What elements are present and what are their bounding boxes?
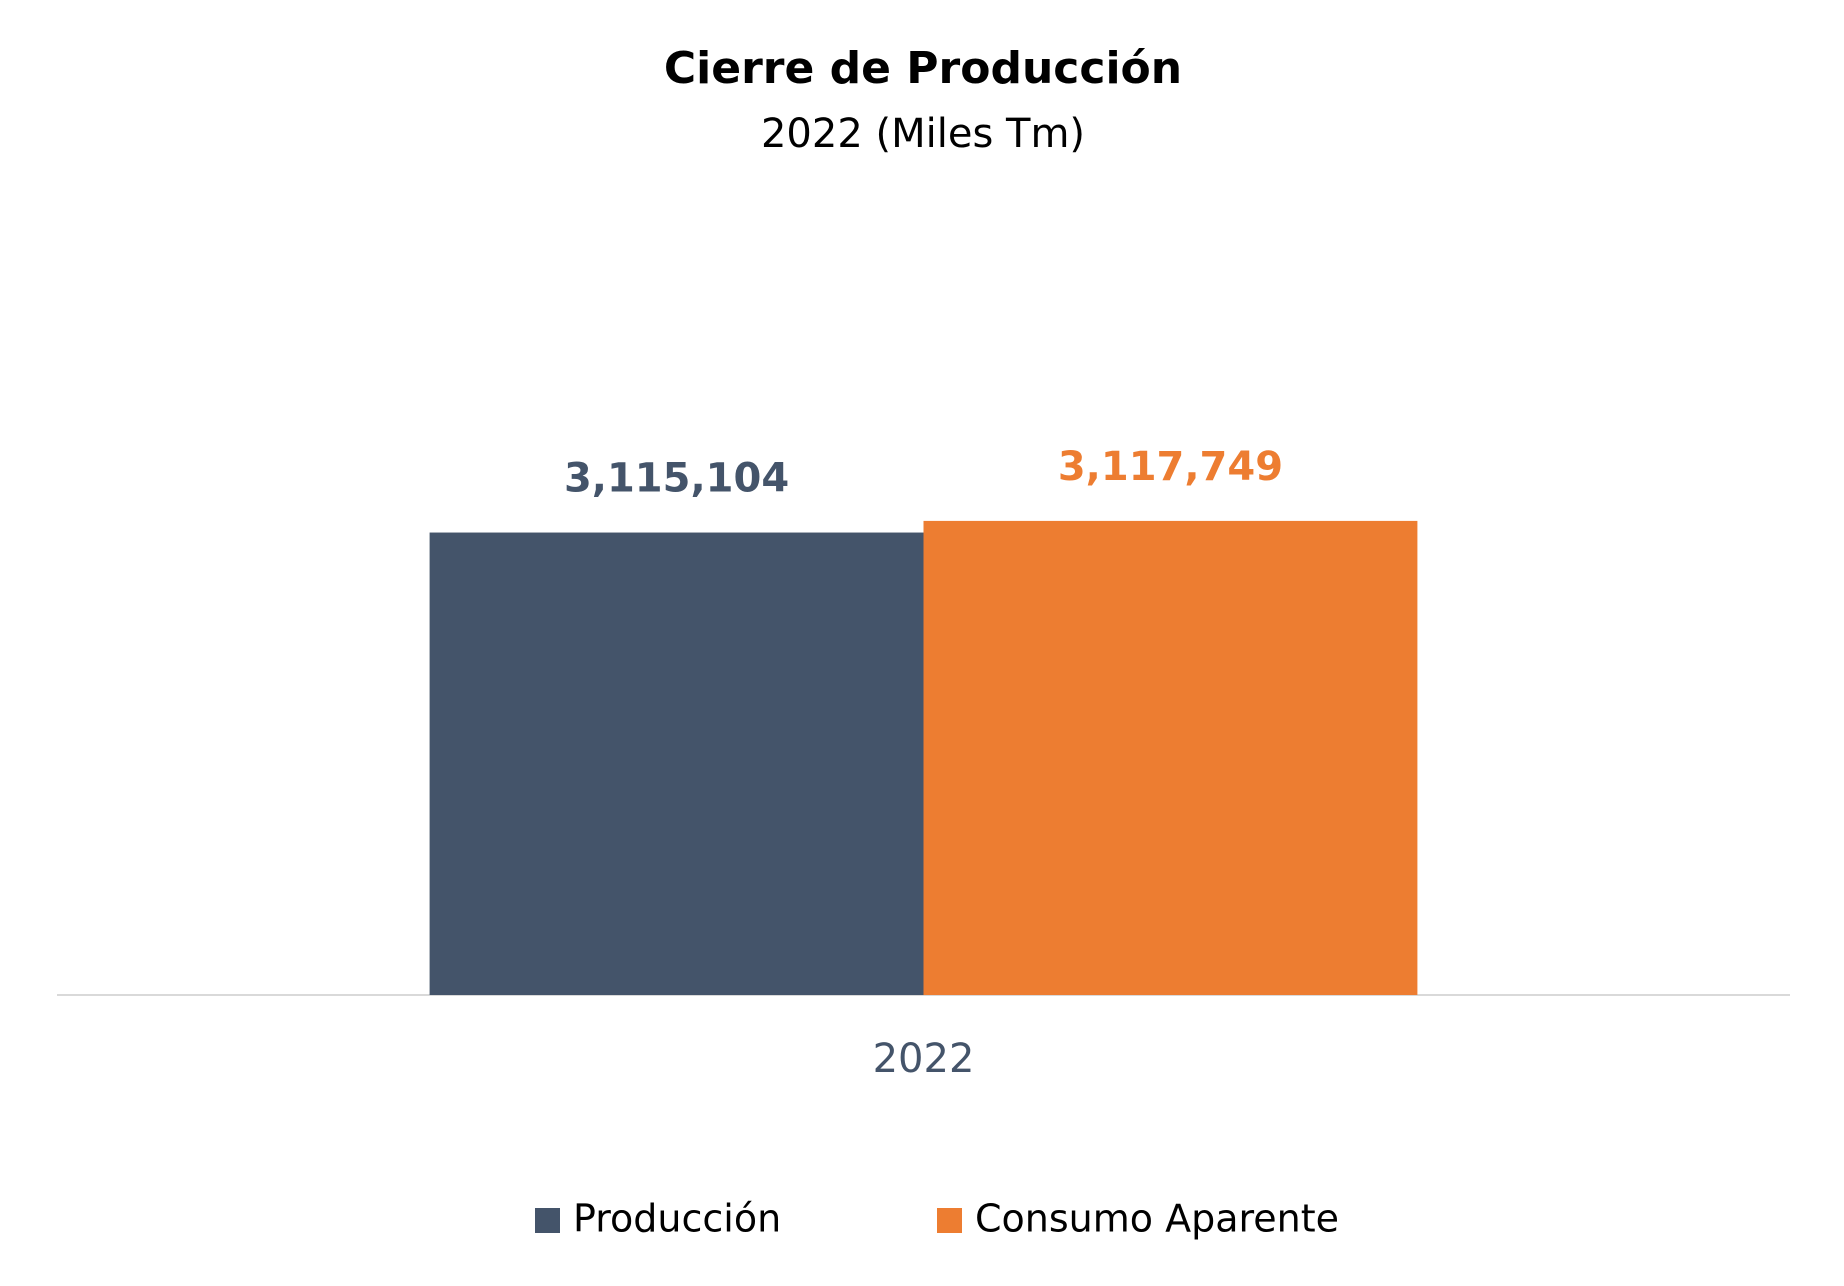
legend-swatch <box>937 1208 962 1233</box>
legend-label: Consumo Aparente <box>975 1197 1339 1241</box>
bar <box>429 532 924 995</box>
legend-label: Producción <box>573 1197 781 1241</box>
chart-title: Cierre de Producción <box>664 43 1182 94</box>
bar <box>923 520 1418 995</box>
data-label: 3,115,104 <box>564 456 789 502</box>
legend-swatch <box>535 1208 560 1233</box>
chart-subtitle: 2022 (Miles Tm) <box>761 111 1085 157</box>
data-label: 3,117,749 <box>1058 444 1283 490</box>
x-tick-label: 2022 <box>873 1036 975 1082</box>
